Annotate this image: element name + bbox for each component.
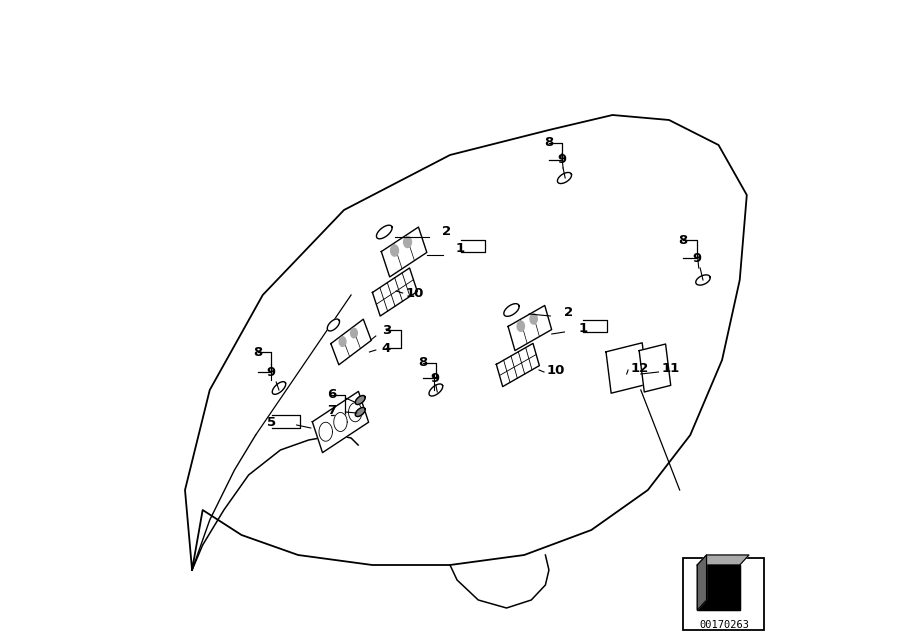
Polygon shape (518, 321, 525, 331)
Text: 9: 9 (693, 251, 702, 265)
Polygon shape (328, 319, 339, 331)
Text: 10: 10 (406, 286, 424, 300)
Polygon shape (639, 344, 670, 392)
Polygon shape (696, 275, 710, 285)
Polygon shape (331, 319, 372, 365)
Polygon shape (698, 555, 706, 610)
Polygon shape (496, 343, 539, 387)
Polygon shape (429, 384, 443, 396)
Text: 10: 10 (547, 364, 565, 377)
Text: 2: 2 (564, 305, 573, 319)
Polygon shape (356, 396, 365, 404)
Polygon shape (351, 328, 357, 338)
Polygon shape (373, 268, 418, 316)
Polygon shape (606, 343, 647, 393)
Polygon shape (508, 305, 552, 350)
Text: 12: 12 (630, 361, 649, 375)
Text: 9: 9 (557, 153, 566, 167)
Text: 11: 11 (662, 361, 680, 375)
Polygon shape (382, 227, 427, 277)
Text: 8: 8 (679, 233, 688, 247)
Polygon shape (348, 403, 362, 422)
Polygon shape (557, 172, 572, 184)
Polygon shape (339, 337, 346, 347)
Polygon shape (376, 225, 392, 238)
Text: 00170263: 00170263 (699, 620, 749, 630)
Text: 8: 8 (418, 357, 427, 370)
Polygon shape (356, 408, 365, 417)
Text: 7: 7 (327, 403, 336, 417)
Polygon shape (403, 237, 411, 247)
Text: 6: 6 (327, 389, 336, 401)
Polygon shape (312, 391, 369, 453)
Text: 8: 8 (544, 137, 554, 149)
Text: 9: 9 (430, 371, 439, 385)
Text: 2: 2 (442, 226, 451, 238)
Polygon shape (334, 413, 347, 431)
Text: 3: 3 (382, 324, 391, 336)
Text: 8: 8 (253, 345, 263, 359)
Text: 5: 5 (267, 415, 276, 429)
Polygon shape (698, 555, 749, 565)
Text: 1: 1 (456, 242, 465, 254)
Text: 1: 1 (579, 322, 588, 335)
Text: 9: 9 (266, 366, 275, 378)
Polygon shape (319, 422, 332, 441)
Polygon shape (273, 382, 285, 394)
Polygon shape (530, 314, 537, 324)
Polygon shape (698, 565, 740, 610)
Polygon shape (391, 245, 399, 256)
Text: 4: 4 (382, 342, 391, 354)
Polygon shape (504, 303, 519, 316)
Bar (683, 558, 764, 630)
